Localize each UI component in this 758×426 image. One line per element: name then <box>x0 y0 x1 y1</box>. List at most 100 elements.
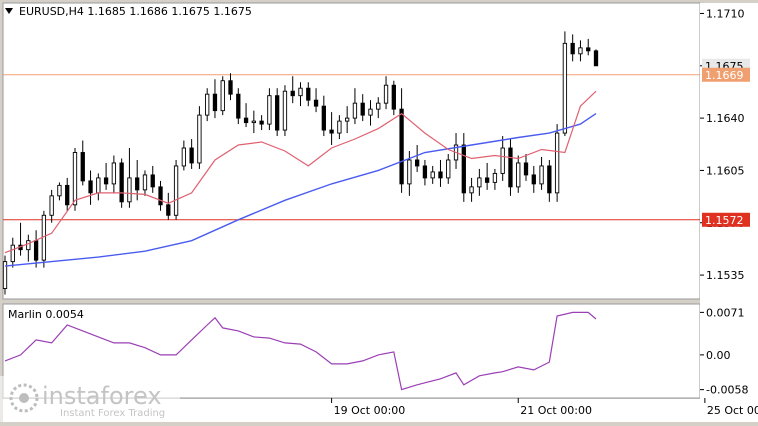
candle-body-bull <box>181 147 187 167</box>
candle <box>298 82 303 107</box>
candle-body-bear <box>290 90 295 97</box>
candle <box>290 76 295 104</box>
time-tick-label: 19 Oct 00:00 <box>334 404 406 417</box>
candle-body-bear <box>65 184 70 206</box>
candle-body-bull <box>2 261 8 289</box>
candle-body-bear <box>461 144 466 194</box>
main-panel-bg <box>2 2 701 300</box>
candle-body-bull <box>127 177 132 203</box>
candle <box>484 162 490 190</box>
candle-body-bear <box>119 162 124 203</box>
instaforex-logo-icon <box>9 383 39 413</box>
candle-body-bear <box>189 147 194 164</box>
candle-body-bear <box>236 93 241 119</box>
candle <box>438 159 443 187</box>
candle-body-bear <box>329 129 334 134</box>
candle-body-bull <box>197 114 202 164</box>
candle-body-bull <box>337 120 342 134</box>
level-upper-tag-bg <box>702 67 750 82</box>
candle-body-bear <box>438 171 443 179</box>
candle <box>267 88 272 131</box>
candle <box>531 165 536 193</box>
time-tick-label: 21 Oct 00:00 <box>520 404 592 417</box>
candle <box>593 49 599 67</box>
candle <box>2 255 8 295</box>
candle-body-bull <box>220 80 225 112</box>
logo-ring <box>9 383 39 413</box>
candle-body-bear <box>228 80 233 95</box>
candle-body-bull <box>376 102 381 110</box>
candle-body-bear <box>523 162 529 176</box>
candle <box>243 103 249 128</box>
candle-body-bear <box>150 174 155 188</box>
candle <box>461 133 466 202</box>
candle <box>329 112 334 146</box>
candle-body-bull <box>469 186 474 194</box>
candle-body-bull <box>26 240 31 251</box>
candle <box>430 165 435 184</box>
time-tick-label: 25 Oct 00:00 <box>707 404 758 417</box>
candle-body-bull <box>96 177 101 194</box>
candle <box>539 156 544 190</box>
candle-body-bear <box>484 177 490 183</box>
candle-body-bear <box>360 102 365 116</box>
candle <box>383 76 389 110</box>
candle-body-bear <box>33 240 39 261</box>
candle <box>166 192 171 220</box>
candle <box>111 155 117 193</box>
candle <box>492 168 498 190</box>
indicator-tick-label: -0.0058 <box>706 384 748 397</box>
candle <box>469 177 474 202</box>
candle <box>251 110 256 134</box>
candle-body-bull <box>267 95 272 125</box>
candle-body-bear <box>508 147 513 188</box>
ma-slow-line <box>4 113 597 267</box>
candle-body-bear <box>422 165 428 179</box>
candle-body-bear <box>313 99 319 107</box>
candles-layer <box>2 31 599 295</box>
candle <box>181 140 187 171</box>
candle-body-bear <box>80 152 85 182</box>
candle <box>205 88 210 122</box>
candle <box>26 234 31 262</box>
candle-body-bear <box>275 95 280 131</box>
candle <box>360 94 365 122</box>
candle <box>523 153 529 181</box>
candle <box>228 73 233 101</box>
candle-body-bull <box>251 120 256 124</box>
candle <box>345 106 350 134</box>
candle <box>313 88 319 113</box>
candle-body-bull <box>368 108 373 116</box>
candle-body-bear <box>166 204 171 216</box>
candle-body-bear <box>570 42 575 55</box>
candle-body-bear <box>88 180 93 194</box>
candle <box>508 139 513 196</box>
candle-body-bull <box>111 162 117 185</box>
candle-body-bear <box>391 84 396 110</box>
candle-body-bear <box>547 165 552 194</box>
candle-body-bear <box>586 47 591 52</box>
candle-body-bull <box>142 174 148 191</box>
price-tick-label: 1.1535 <box>706 269 745 282</box>
candle-body-bull <box>282 90 288 131</box>
candle-body-bull <box>407 159 412 185</box>
collapse-triangle-icon[interactable] <box>5 8 13 14</box>
candle <box>212 79 218 119</box>
candle-body-bull <box>539 165 544 185</box>
time-axis-bg <box>3 399 758 422</box>
level-upper-tag-label: 1.1669 <box>705 69 744 82</box>
candle <box>422 159 428 186</box>
candle <box>127 148 132 208</box>
price-tick-label: 1.1605 <box>706 164 745 177</box>
candle <box>236 88 241 125</box>
candle-body-bear <box>593 50 599 67</box>
marlin-line <box>4 311 597 391</box>
indicator-tick-label: 0.00 <box>706 349 731 362</box>
candle-body-bull <box>345 117 350 122</box>
candle-body-bear <box>135 177 140 191</box>
candle <box>368 100 373 126</box>
